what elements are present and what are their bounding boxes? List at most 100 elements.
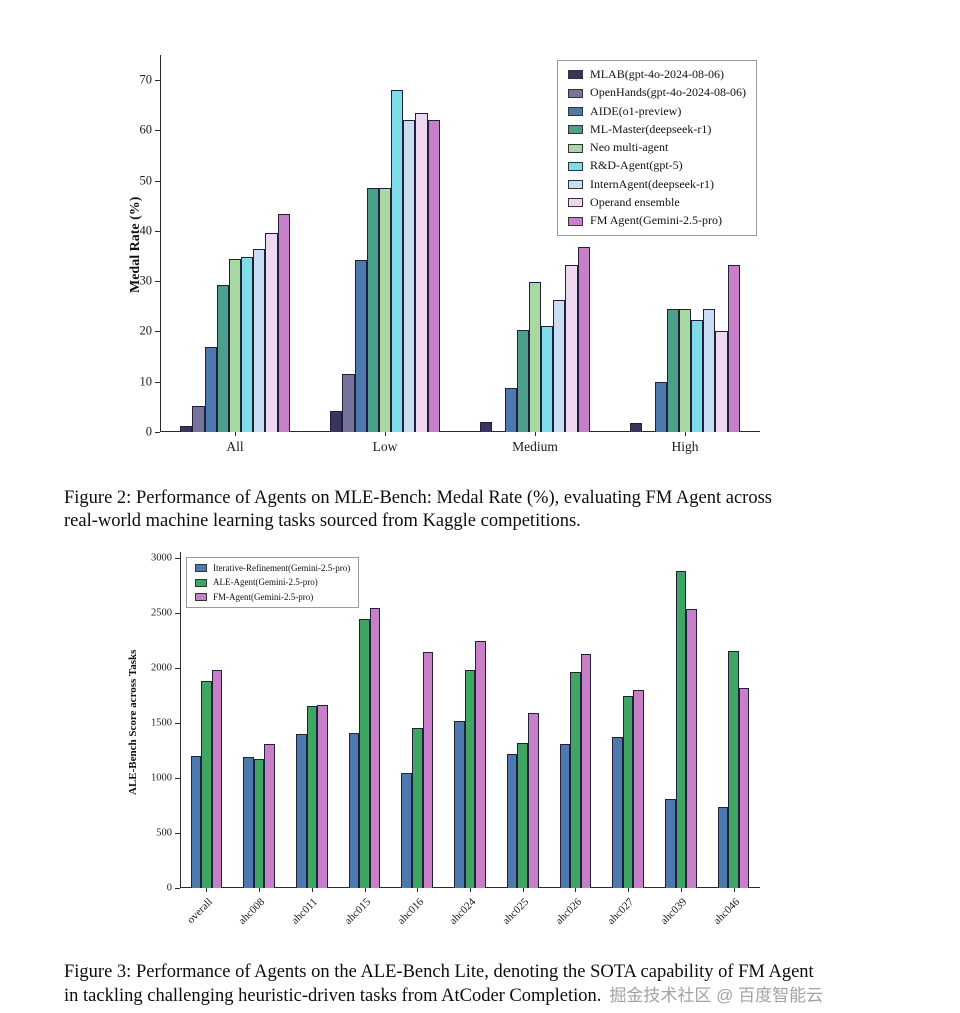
legend-item: R&D-Agent(gpt-5)	[568, 159, 746, 173]
figure3-plot: 0 500 1000 1500 2000 2500 3000 overall ahc008 ahc…	[151, 552, 760, 927]
bar	[475, 641, 486, 888]
legend-item: Operand ensemble	[568, 195, 746, 210]
x-tick-label-text: ahc027	[605, 896, 637, 927]
x-tick-label-text: ahc026	[552, 896, 584, 927]
bar	[354, 259, 367, 432]
x-tick-mark	[575, 888, 577, 892]
bar	[666, 309, 679, 432]
x-tick-label-text: ahc016	[394, 896, 426, 927]
y-tick-label: 1500	[151, 717, 172, 729]
x-axis	[160, 431, 760, 432]
legend-item: FM-Agent(Gemini-2.5-pro)	[195, 592, 350, 602]
y-tick-label: 2500	[151, 607, 172, 619]
y-tick-label: 30	[139, 273, 153, 288]
y-tick-label: 20	[139, 323, 153, 338]
legend-label: ALE-Agent(Gemini-2.5-pro)	[213, 577, 318, 588]
bar	[686, 609, 697, 888]
legend-swatch	[568, 106, 584, 116]
bar	[565, 264, 578, 432]
x-tick-mark	[311, 888, 313, 892]
bar	[306, 706, 318, 888]
bar	[675, 570, 687, 888]
bar	[633, 689, 644, 888]
x-tick-label-text: ahc008	[236, 896, 268, 927]
bar	[570, 672, 581, 888]
y-tick-mark	[175, 777, 180, 779]
legend-swatch	[568, 198, 584, 208]
y-tick-mark	[175, 667, 180, 669]
bar	[369, 607, 381, 888]
legend-label: FM Agent(Gemini-2.5-pro)	[590, 213, 723, 228]
y-tick-mark	[175, 612, 180, 614]
legend-item: MLAB(gpt-4o-2024-08-06)	[568, 67, 746, 82]
legend-item: FM Agent(Gemini-2.5-pro)	[568, 214, 746, 228]
legend-label: R&D-Agent(gpt-5)	[590, 158, 683, 173]
legend-item: InternAgent(deepseek-r1)	[568, 177, 746, 192]
figure2-caption-line2: real-world machine learning tasks source…	[64, 511, 581, 531]
bar	[330, 410, 343, 432]
y-tick-mark	[155, 432, 160, 433]
y-tick-mark	[155, 230, 160, 232]
x-tick-mark	[206, 888, 208, 892]
x-tick-mark	[235, 432, 236, 436]
y-tick-mark	[155, 80, 160, 82]
bar	[717, 807, 729, 888]
y-tick-mark	[155, 180, 160, 182]
figure3-caption-line1: Figure 3: Performance of Agents on the A…	[64, 961, 814, 982]
x-tick-label-text: overall	[184, 896, 215, 927]
legend-label: FM-Agent(Gemini-2.5-pro)	[213, 591, 314, 602]
bar	[348, 732, 360, 888]
x-tick-mark	[680, 888, 682, 892]
bar	[180, 425, 193, 432]
legend-swatch	[195, 592, 207, 601]
x-tick-label-text: ahc046	[711, 896, 743, 927]
bar	[728, 651, 739, 888]
bar	[391, 89, 404, 432]
legend-item: Iterative-Refinement(Gemini-2.5-pro)	[195, 563, 350, 573]
bar	[665, 798, 676, 888]
legend-swatch	[568, 125, 584, 135]
bar	[241, 257, 254, 432]
bar	[264, 743, 275, 888]
y-tick-mark	[175, 888, 180, 889]
bar	[422, 651, 434, 888]
bar	[528, 712, 539, 888]
y-tick-mark	[175, 557, 180, 559]
bar	[516, 330, 529, 432]
bar	[654, 381, 667, 432]
figure3-caption-line2: in tackling challenging heuristic-driven…	[64, 986, 602, 1006]
legend-swatch	[568, 70, 584, 80]
bar	[412, 727, 423, 888]
bar	[559, 743, 571, 888]
bar	[216, 284, 229, 432]
x-tick-mark	[417, 888, 419, 892]
figure3-caption: Figure 3: Performance of Agents on the A…	[64, 961, 930, 1009]
x-tick-label: Medium	[512, 439, 558, 454]
y-tick-mark	[155, 331, 160, 333]
legend-swatch	[568, 161, 584, 171]
y-tick-label: 10	[139, 374, 153, 389]
bar	[553, 299, 566, 432]
legend-label: ML-Master(deepseek-r1)	[590, 121, 712, 136]
y-tick-label: 0	[166, 882, 172, 894]
bar	[622, 695, 634, 888]
bar	[204, 347, 217, 432]
x-tick-label-text: ahc024	[447, 896, 479, 927]
bar	[403, 120, 416, 432]
legend-item: ML-Master(deepseek-r1)	[568, 121, 746, 137]
legend-swatch	[568, 216, 584, 226]
legend-label: Iterative-Refinement(Gemini-2.5-pro)	[213, 563, 351, 573]
figure2-caption-line1: Figure 2: Performance of Agents on MLE-B…	[64, 487, 772, 508]
y-axis	[160, 55, 161, 432]
bar	[612, 737, 623, 888]
bar	[415, 112, 428, 432]
bar	[201, 681, 212, 888]
bar	[192, 406, 205, 432]
y-tick-mark	[155, 281, 160, 283]
bar	[630, 422, 643, 432]
bar	[211, 669, 223, 888]
legend: MLAB(gpt-4o-2024-08-06) OpenHands(gpt-4o-…	[557, 60, 757, 237]
bar	[228, 258, 242, 432]
bar	[504, 387, 517, 432]
